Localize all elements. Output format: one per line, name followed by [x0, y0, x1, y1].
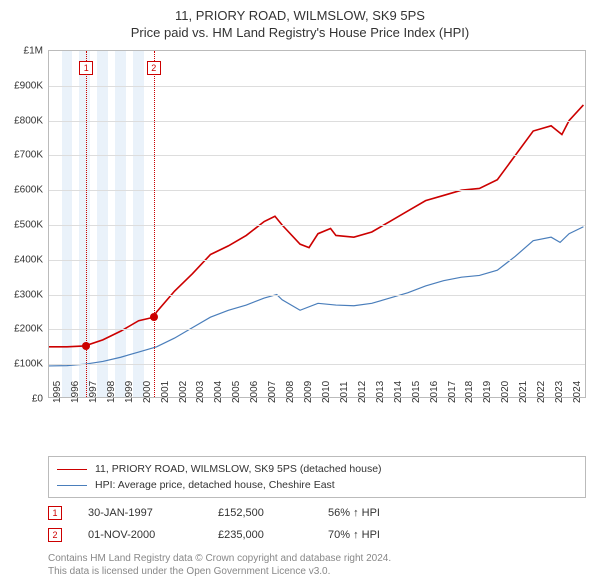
- sale-point: [82, 342, 90, 350]
- x-axis-label: 1997: [88, 381, 99, 403]
- x-axis-label: 2006: [249, 381, 260, 403]
- y-axis-label: £300K: [14, 289, 43, 300]
- x-axis-label: 2007: [267, 381, 278, 403]
- legend-row: 11, PRIORY ROAD, WILMSLOW, SK9 5PS (deta…: [57, 461, 577, 477]
- x-axis-label: 2004: [213, 381, 224, 403]
- sale-date: 01-NOV-2000: [88, 529, 218, 541]
- sale-marker: 2: [48, 528, 62, 542]
- gridline-h: [49, 260, 585, 261]
- footer-line2: This data is licensed under the Open Gov…: [48, 565, 586, 578]
- gridline-h: [49, 190, 585, 191]
- y-axis-label: £900K: [14, 80, 43, 91]
- x-axis-label: 2013: [375, 381, 386, 403]
- title-main: 11, PRIORY ROAD, WILMSLOW, SK9 5PS: [14, 8, 586, 23]
- x-axis-label: 2008: [285, 381, 296, 403]
- sale-price: £152,500: [218, 507, 328, 519]
- y-axis-label: £700K: [14, 150, 43, 161]
- y-axis-label: £1M: [24, 46, 43, 57]
- x-axis-label: 2020: [500, 381, 511, 403]
- legend-box: 11, PRIORY ROAD, WILMSLOW, SK9 5PS (deta…: [48, 456, 586, 498]
- y-axis-label: £800K: [14, 115, 43, 126]
- x-axis-label: 2002: [178, 381, 189, 403]
- x-axis-label: 2000: [142, 381, 153, 403]
- y-axis-label: £100K: [14, 359, 43, 370]
- x-axis-label: 2005: [231, 381, 242, 403]
- x-axis-label: 2014: [393, 381, 404, 403]
- y-axis-label: £400K: [14, 254, 43, 265]
- y-axis-label: £0: [32, 394, 43, 405]
- x-axis-label: 2022: [536, 381, 547, 403]
- series-hpi: [49, 227, 583, 366]
- sale-hpi: 70% ↑ HPI: [328, 529, 380, 541]
- footer-line1: Contains HM Land Registry data © Crown c…: [48, 552, 586, 565]
- sale-marker: 1: [48, 506, 62, 520]
- x-axis-label: 2011: [339, 381, 350, 403]
- x-axis-label: 2012: [357, 381, 368, 403]
- x-axis-label: 2017: [447, 381, 458, 403]
- legend-label-property: 11, PRIORY ROAD, WILMSLOW, SK9 5PS (deta…: [95, 463, 382, 475]
- gridline-h: [49, 121, 585, 122]
- gridline-h: [49, 155, 585, 156]
- x-axis-label: 1995: [52, 381, 63, 403]
- footer: Contains HM Land Registry data © Crown c…: [48, 552, 586, 578]
- sale-price: £235,000: [218, 529, 328, 541]
- gridline-h: [49, 225, 585, 226]
- y-axis-label: £200K: [14, 324, 43, 335]
- sale-date: 30-JAN-1997: [88, 507, 218, 519]
- x-axis-label: 2016: [429, 381, 440, 403]
- x-axis-label: 2021: [518, 381, 529, 403]
- legend-swatch-hpi: [57, 485, 87, 486]
- gridline-h: [49, 364, 585, 365]
- x-axis-label: 2024: [572, 381, 583, 403]
- x-axis-label: 2001: [160, 381, 171, 403]
- x-axis-label: 2018: [464, 381, 475, 403]
- x-axis-label: 1998: [106, 381, 117, 403]
- plot-area: £0£100K£200K£300K£400K£500K£600K£700K£80…: [48, 50, 586, 398]
- x-axis-label: 2009: [303, 381, 314, 403]
- sale-row: 1 30-JAN-1997 £152,500 56% ↑ HPI: [48, 506, 586, 520]
- sale-row: 2 01-NOV-2000 £235,000 70% ↑ HPI: [48, 528, 586, 542]
- x-axis-label: 2003: [195, 381, 206, 403]
- gridline-h: [49, 86, 585, 87]
- gridline-h: [49, 329, 585, 330]
- y-axis-label: £500K: [14, 220, 43, 231]
- x-axis-label: 2015: [411, 381, 422, 403]
- gridline-h: [49, 295, 585, 296]
- chart-container: 11, PRIORY ROAD, WILMSLOW, SK9 5PS Price…: [0, 0, 600, 560]
- legend-row: HPI: Average price, detached house, Ches…: [57, 477, 577, 493]
- event-marker: 1: [79, 61, 93, 75]
- x-axis-label: 2023: [554, 381, 565, 403]
- legend-label-hpi: HPI: Average price, detached house, Ches…: [95, 479, 335, 491]
- x-axis-label: 2019: [482, 381, 493, 403]
- legend-swatch-property: [57, 469, 87, 470]
- sale-point: [150, 313, 158, 321]
- y-axis-label: £600K: [14, 185, 43, 196]
- x-axis-label: 2010: [321, 381, 332, 403]
- event-vline: [154, 51, 155, 397]
- sale-hpi: 56% ↑ HPI: [328, 507, 380, 519]
- x-axis-label: 1996: [70, 381, 81, 403]
- title-sub: Price paid vs. HM Land Registry's House …: [14, 25, 586, 40]
- event-marker: 2: [147, 61, 161, 75]
- x-axis-label: 1999: [124, 381, 135, 403]
